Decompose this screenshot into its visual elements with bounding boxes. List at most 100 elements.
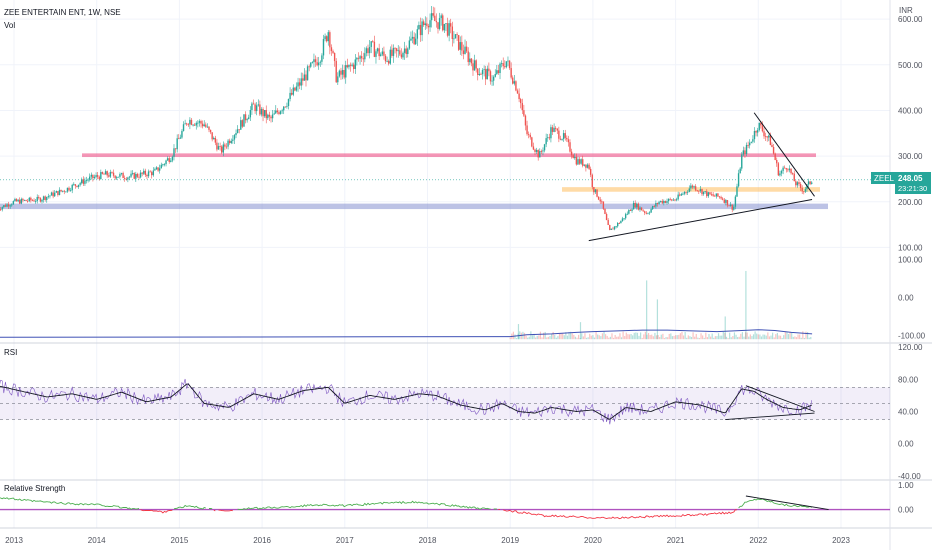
volume-bar	[606, 335, 608, 340]
volume-spike	[517, 324, 520, 340]
candle-body	[157, 167, 159, 171]
candle-body	[661, 200, 663, 204]
candle-body	[505, 61, 508, 68]
candle-body	[583, 164, 586, 166]
candle-body	[73, 184, 75, 186]
candle-body	[351, 64, 353, 66]
candle-body	[502, 63, 504, 67]
candle-body	[432, 13, 434, 16]
candle-body	[701, 189, 703, 195]
candle-body	[197, 122, 199, 124]
candle-body	[41, 199, 43, 202]
price-badge[interactable]: ZEEL 248.05 23:21:30	[871, 172, 931, 194]
candle-body	[187, 124, 190, 126]
rsi-label: RSI	[4, 348, 17, 357]
candle-body	[464, 46, 466, 54]
volume-bar	[725, 336, 728, 340]
rs-trendlines[interactable]	[745, 495, 829, 510]
candle-body	[758, 122, 760, 131]
x-tick-label: 2013	[5, 536, 23, 545]
candle-body	[224, 144, 226, 147]
volume-bar	[716, 336, 718, 340]
candle-body	[96, 175, 99, 177]
volume-bar	[659, 336, 661, 340]
candle-body	[647, 213, 649, 215]
volume-bar	[528, 336, 530, 340]
candle-body	[158, 168, 161, 171]
price-trendlines[interactable]	[588, 112, 815, 242]
candle-body	[755, 131, 757, 133]
candle-body	[521, 103, 523, 111]
candle-body	[236, 129, 239, 134]
candle-body	[117, 176, 120, 178]
candle-body	[66, 187, 69, 192]
candle-body	[461, 42, 463, 51]
volume-bar	[764, 334, 766, 340]
candle-body	[290, 92, 293, 95]
volume-bar	[655, 335, 658, 340]
volume-bar	[735, 334, 737, 340]
candle-body	[507, 60, 509, 62]
rs-label: Relative Strength	[4, 484, 65, 493]
volume-bar	[663, 338, 666, 340]
candle-body	[667, 198, 670, 202]
candle-body	[174, 148, 177, 150]
candle-body	[513, 81, 516, 84]
candle-body	[550, 127, 552, 139]
candle-body	[222, 144, 224, 153]
time-axis[interactable]: 2013 2014 2015 2016 2017 2018 2019 2020 2021 2022…	[5, 536, 850, 545]
candle-body	[227, 140, 229, 147]
candle-body	[620, 220, 622, 224]
candle-body	[125, 178, 127, 180]
candle-body	[601, 201, 603, 203]
candle-body	[469, 58, 471, 63]
candle-body	[602, 201, 605, 209]
candle-body	[491, 80, 493, 82]
candle-body	[437, 22, 439, 29]
y-tick-label: 400.00	[898, 106, 923, 115]
volume-bar	[713, 337, 715, 340]
candle-body	[209, 129, 212, 133]
candle-body	[372, 41, 374, 43]
candle-body	[677, 194, 679, 200]
candle-body	[650, 209, 652, 213]
candle-body	[492, 76, 495, 81]
price-axis[interactable]: 600.00 500.00 400.00 300.00 200.00 100.00 100.…	[898, 15, 926, 514]
x-tick-label: 2015	[171, 536, 189, 545]
candle-body	[241, 120, 244, 127]
volume-bar	[533, 333, 535, 340]
candle-body	[92, 174, 94, 179]
candle-body	[408, 40, 411, 49]
candle-body	[636, 203, 638, 208]
candle-body	[90, 174, 92, 177]
candle-body	[694, 186, 697, 191]
candle-body	[768, 135, 770, 138]
candle-body	[418, 24, 420, 30]
candle-body	[422, 21, 425, 26]
volume-bar	[541, 337, 543, 340]
candle-body	[333, 52, 336, 62]
candle-body	[189, 119, 191, 125]
y-tick-label: 0.00	[898, 294, 914, 303]
candle-body	[664, 200, 667, 203]
rsi-trendline-rising	[725, 412, 815, 421]
candle-body	[648, 212, 651, 214]
candle-body	[270, 116, 272, 119]
volume-bar	[646, 334, 648, 340]
candle-body	[87, 179, 89, 181]
candle-body	[23, 199, 26, 201]
volume-bar	[550, 333, 553, 340]
rsi-trendlines[interactable]	[725, 385, 815, 421]
volume-bar	[698, 338, 701, 340]
candle-body	[712, 194, 714, 196]
candle-body	[289, 92, 291, 100]
candle-body	[796, 182, 799, 186]
candle-body	[123, 177, 126, 179]
candle-body	[642, 210, 644, 212]
candle-body	[213, 137, 215, 140]
candle-body	[752, 139, 754, 142]
candle-body	[617, 222, 619, 227]
volume-bar	[512, 331, 514, 340]
volume-bar	[711, 333, 713, 340]
